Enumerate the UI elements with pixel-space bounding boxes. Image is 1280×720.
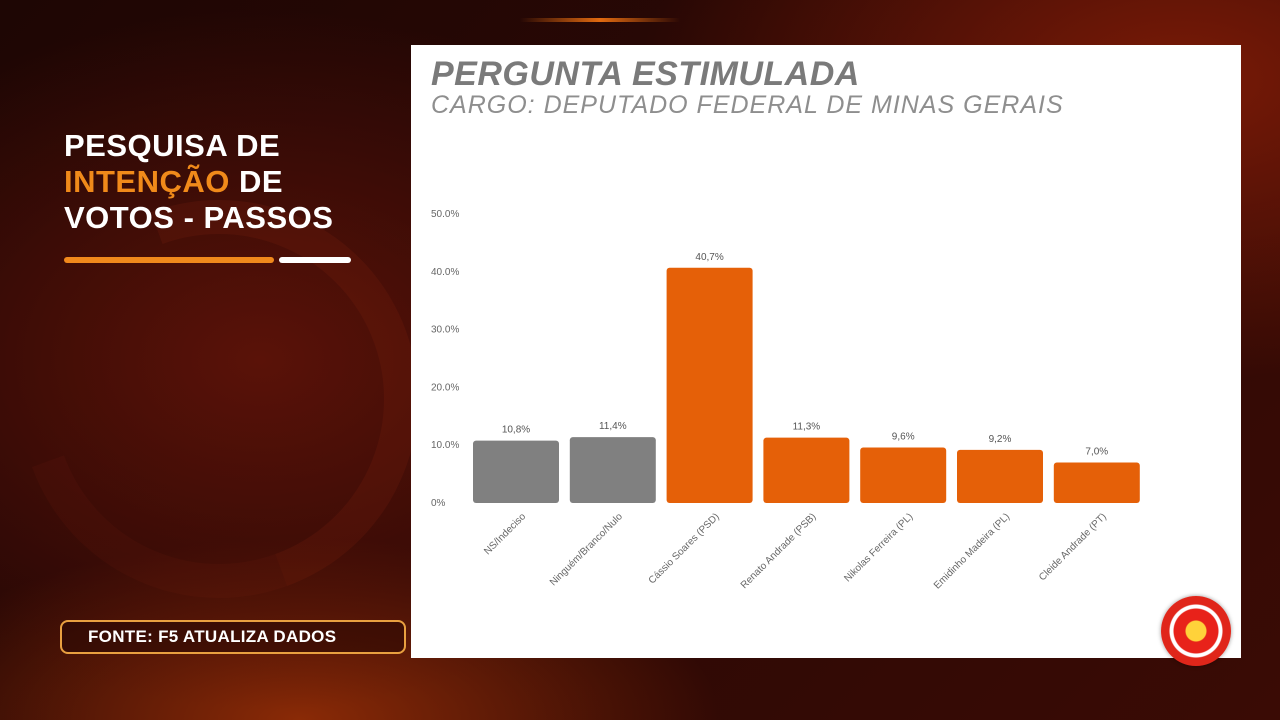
headline-line-1: PESQUISA DE (64, 128, 281, 163)
headline-line-3: VOTOS - PASSOS (64, 200, 334, 235)
category-label: NS/Indeciso (482, 511, 528, 557)
headline-underline-orange (64, 257, 274, 263)
bar-value-label: 10,8% (502, 425, 530, 436)
bar-5 (860, 447, 947, 503)
y-tick-label: 40.0% (431, 267, 459, 278)
top-accent-line (520, 18, 680, 22)
chart-subtitle: CARGO: DEPUTADO FEDERAL DE MINAS GERAIS (431, 91, 1064, 119)
category-label: Nikolas Ferreira (PL) (842, 511, 915, 584)
bar-value-label: 9,2% (989, 434, 1012, 445)
overlay-headline: PESQUISA DE INTENÇÃO DE VOTOS - PASSOS (64, 128, 364, 236)
bar-value-label: 11,3% (793, 422, 821, 433)
headline-line-2-rest: DE (229, 164, 284, 199)
bar-value-label: 40,7% (695, 252, 723, 263)
bar-value-label: 11,4% (599, 421, 627, 432)
source-label: FONTE: F5 ATUALIZA DADOS (60, 620, 406, 654)
category-label: Renato Andrade (PSB) (739, 511, 819, 591)
category-label: Ninguém/Branco/Nulo (548, 511, 625, 588)
chart-panel: PERGUNTA ESTIMULADA CARGO: DEPUTADO FEDE… (411, 45, 1241, 658)
y-tick-label: 30.0% (431, 325, 459, 336)
bar-2 (569, 437, 656, 503)
y-tick-label: 50.0% (431, 209, 459, 220)
bar-7 (1053, 462, 1140, 503)
category-label: Cássio Soares (PSD) (647, 511, 722, 586)
chart-title: PERGUNTA ESTIMULADA (431, 55, 860, 93)
bar-6 (957, 449, 1043, 503)
headline-highlight: INTENÇÃO (64, 164, 230, 199)
y-tick-label: 10.0% (431, 440, 459, 451)
bar-1 (473, 440, 559, 503)
category-label: Emidinho Madeira (PL) (932, 511, 1012, 591)
y-tick-label: 0% (431, 498, 446, 509)
bar-3 (666, 267, 753, 503)
bar-chart: 0% 10.0% 20.0% 30.0% 40.0% 50.0% 10,8% NS/Indec… (431, 209, 1140, 591)
headline-underline-white (279, 257, 351, 263)
category-label: Cleide Andrade (PT) (1037, 511, 1109, 583)
bar-value-label: 9,6% (892, 432, 915, 443)
bar-value-label: 7,0% (1085, 447, 1108, 458)
headline-line-2: INTENÇÃO DE (64, 164, 364, 200)
channel-logo (1161, 596, 1231, 666)
bar-4 (763, 437, 850, 503)
y-tick-label: 20.0% (431, 382, 459, 393)
